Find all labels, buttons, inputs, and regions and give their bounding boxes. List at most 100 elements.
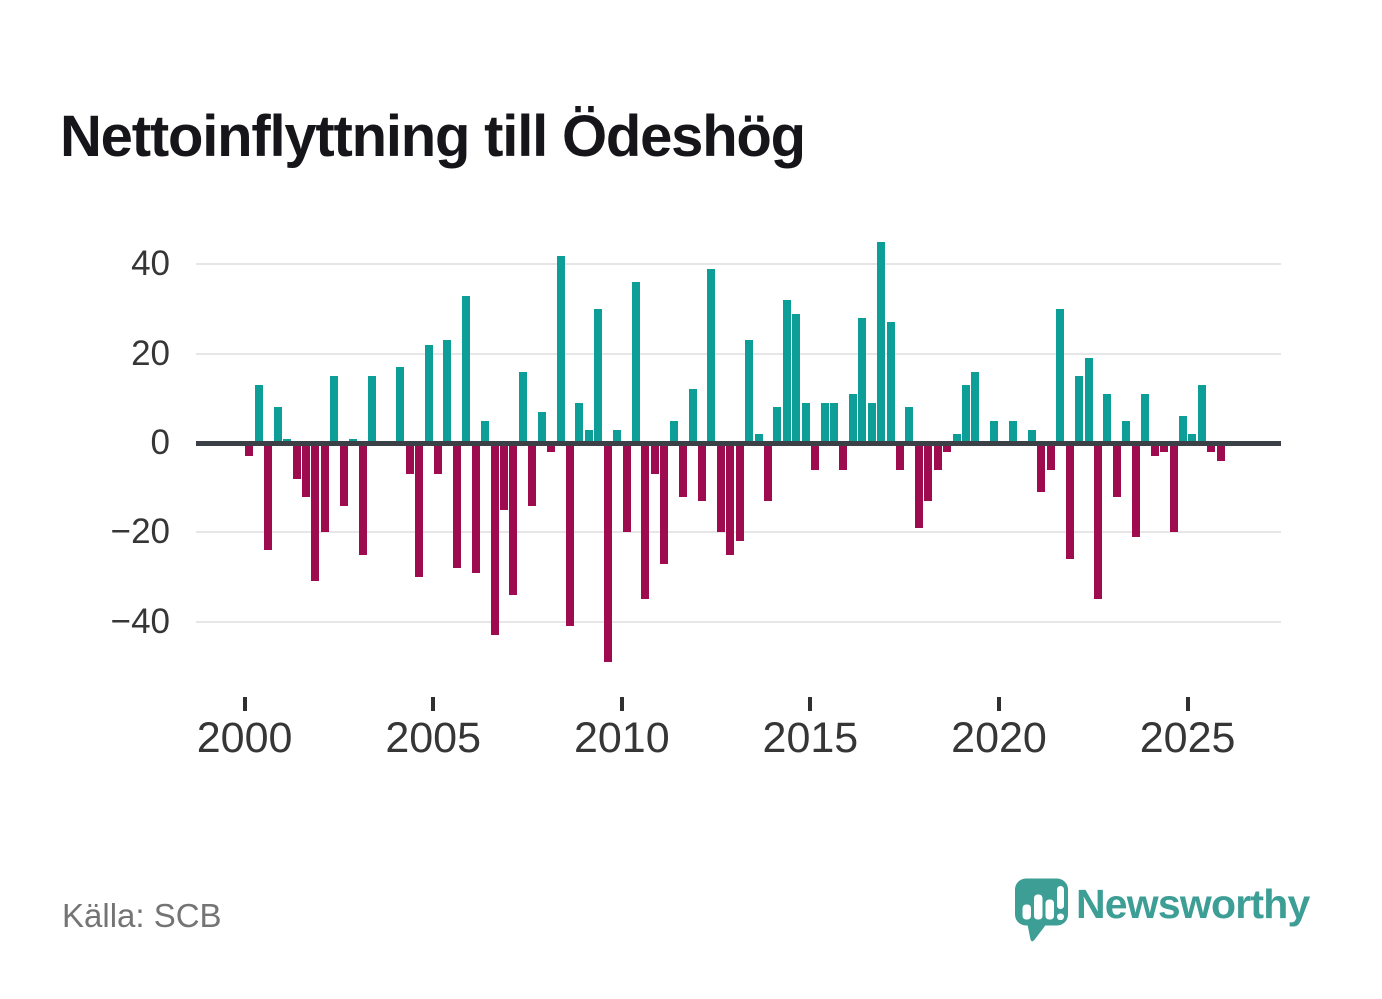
bar-2000-q4	[273, 407, 282, 443]
bar-2004-q3	[415, 443, 424, 577]
bar-2006-q3	[490, 443, 499, 635]
bar-2010-q1	[622, 443, 631, 533]
bar-2019-q2	[971, 371, 980, 443]
bar-2025-q2	[1197, 385, 1206, 443]
zero-axis-line	[196, 441, 1281, 446]
bar-2002-q3	[339, 443, 348, 506]
y-axis-label: −20	[110, 512, 170, 552]
bar-2017-q1	[886, 322, 895, 443]
bar-2012-q3	[716, 443, 725, 533]
bar-2007-q4	[537, 411, 546, 443]
bar-2012-q1	[698, 443, 706, 501]
gridline	[196, 263, 1281, 266]
bar-2000-q1	[245, 443, 254, 457]
bar-2014-q2	[782, 300, 791, 443]
bar-2025-q4	[1216, 443, 1225, 461]
newsworthy-bubble-chart-icon	[1015, 878, 1068, 942]
bar-2021-q2	[1046, 443, 1055, 470]
bar-2014-q4	[801, 402, 810, 443]
bar-2020-q4	[1028, 429, 1036, 443]
chart-title: Nettoinflyttning till Ödeshög	[60, 103, 806, 169]
bar-2019-q1	[962, 385, 970, 443]
x-axis-label: 2000	[196, 714, 293, 762]
bar-2011-q4	[688, 389, 697, 443]
bar-2024-q3	[1169, 443, 1178, 533]
bar-2014-q1	[773, 407, 782, 443]
bar-2016-q3	[867, 402, 876, 443]
x-axis-label: 2015	[762, 714, 859, 762]
x-axis-tick	[242, 697, 247, 711]
bar-2024-q4	[1178, 416, 1187, 443]
bar-2013-q4	[764, 443, 772, 501]
newsworthy-logo: Newsworthy	[1013, 877, 1333, 949]
bar-2023-q4	[1141, 393, 1150, 443]
bar-2014-q3	[792, 313, 801, 443]
x-axis-tick	[619, 697, 624, 711]
bar-2009-q1	[584, 429, 593, 443]
y-axis-label: 20	[131, 333, 170, 373]
bar-2015-q3	[830, 402, 838, 443]
bar-2000-q3	[264, 443, 273, 551]
bar-2024-q2	[1160, 443, 1168, 452]
bar-2004-q4	[424, 344, 433, 443]
bar-2010-q2	[631, 282, 640, 443]
bar-2003-q2	[367, 376, 376, 443]
bar-2012-q4	[726, 443, 735, 555]
bar-2018-q3	[943, 443, 952, 452]
bar-2022-q3	[1094, 443, 1102, 600]
bar-2010-q4	[650, 443, 659, 475]
bar-2008-q1	[547, 443, 556, 452]
bar-2001-q4	[311, 443, 320, 582]
bar-2000-q2	[254, 385, 263, 443]
bar-2005-q3	[452, 443, 461, 568]
bar-2013-q1	[735, 443, 744, 542]
bar-2008-q3	[565, 443, 574, 627]
bar-2025-q3	[1207, 443, 1216, 452]
x-axis-tick	[431, 697, 436, 711]
bar-2005-q1	[433, 443, 442, 475]
bar-2015-q1	[811, 443, 820, 470]
bar-2016-q1	[848, 393, 857, 443]
bar-2025-q1	[1188, 434, 1197, 443]
y-axis-label: 0	[150, 423, 170, 462]
bar-2009-q3	[603, 443, 612, 662]
x-axis-tick	[997, 697, 1001, 711]
bar-2001-q2	[292, 443, 301, 479]
bar-2002-q4	[349, 438, 357, 443]
bar-2006-q1	[471, 443, 480, 573]
bar-2019-q4	[990, 420, 999, 443]
bar-2022-q4	[1103, 393, 1112, 443]
bar-2017-q2	[896, 443, 904, 470]
gridline	[196, 620, 1281, 623]
bar-2012-q2	[707, 268, 716, 443]
bar-2001-q1	[283, 438, 291, 443]
bar-2003-q1	[358, 443, 367, 555]
bar-2018-q4	[952, 434, 961, 443]
bar-2005-q2	[443, 340, 452, 443]
source-note: Källa: SCB	[62, 897, 222, 934]
bar-2016-q2	[858, 318, 867, 443]
bar-2007-q2	[518, 371, 527, 443]
bar-2017-q3	[905, 407, 914, 443]
bar-2013-q2	[745, 340, 754, 443]
bar-2021-q4	[1065, 443, 1074, 560]
bar-2001-q3	[301, 443, 310, 497]
bar-2006-q4	[499, 443, 508, 510]
bar-2011-q3	[679, 443, 688, 497]
bar-2002-q1	[320, 443, 329, 533]
bar-2022-q1	[1075, 376, 1084, 443]
y-axis-label: −40	[110, 601, 170, 641]
gridline	[196, 352, 1281, 355]
bar-2006-q2	[481, 420, 490, 443]
bar-2011-q2	[669, 420, 678, 443]
newsworthy-wordmark: Newsworthy	[1076, 881, 1310, 927]
bar-2010-q3	[641, 443, 650, 600]
x-axis-label: 2010	[573, 714, 670, 762]
bar-2023-q3	[1131, 443, 1140, 537]
x-axis-label: 2020	[951, 714, 1047, 762]
x-axis-tick	[808, 697, 813, 711]
y-axis-label: 40	[131, 244, 170, 284]
bar-2004-q2	[405, 443, 414, 475]
